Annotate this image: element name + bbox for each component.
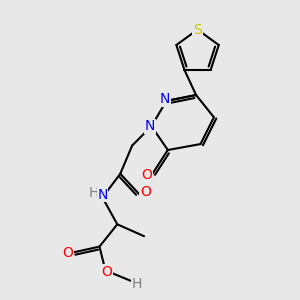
Text: N: N bbox=[97, 188, 108, 202]
Text: H: H bbox=[131, 277, 142, 291]
Text: S: S bbox=[193, 22, 202, 37]
Text: O: O bbox=[142, 168, 152, 182]
Text: N: N bbox=[160, 92, 170, 106]
Text: O: O bbox=[62, 245, 73, 260]
Text: N: N bbox=[145, 119, 155, 133]
Text: H: H bbox=[88, 186, 99, 200]
Text: O: O bbox=[101, 265, 112, 279]
Text: O: O bbox=[140, 184, 151, 199]
